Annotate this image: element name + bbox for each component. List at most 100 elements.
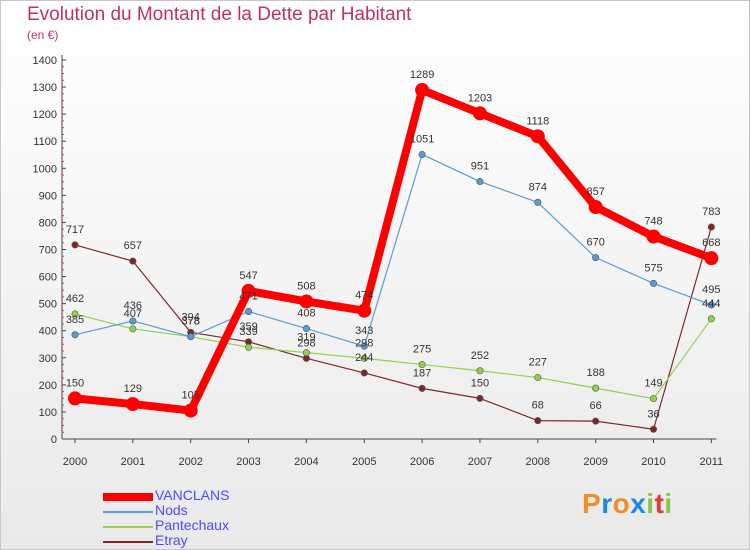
y-tick-label: 100 [39,407,57,419]
data-label: 1203 [468,92,492,104]
data-label: 275 [413,344,431,356]
y-tick-label: 200 [39,380,57,392]
data-point [592,417,600,425]
data-label: 319 [297,332,315,344]
data-point [187,333,195,341]
data-label: 378 [182,316,200,328]
series-line-vanclans [71,86,716,415]
data-label: 244 [355,352,373,364]
series-line-etray [74,226,712,430]
data-point [704,251,719,266]
data-point [418,150,426,158]
x-tick-label: 2011 [700,456,724,468]
data-label: 857 [586,186,604,198]
legend-label: Etray [155,532,188,548]
data-point [707,315,715,323]
data-point [241,283,256,298]
logo-letter: x [630,488,647,519]
x-tick-label: 2001 [121,456,145,468]
data-point [71,310,79,318]
series-line-pantechaux [74,313,712,400]
data-label: 874 [529,181,547,193]
data-point [646,229,661,244]
y-tick-label: 1300 [33,82,57,94]
data-label: 471 [239,290,257,302]
data-point [476,367,484,375]
y-tick-label: 1400 [33,55,57,67]
data-label: 227 [529,357,547,369]
data-label: 339 [239,326,257,338]
data-label: 547 [239,270,257,282]
data-point [302,349,310,357]
data-point [360,342,368,350]
legend-swatch [103,541,153,543]
y-tick-label: 500 [39,299,57,311]
data-point [302,325,310,333]
x-tick-label: 2006 [410,456,434,468]
data-point [71,241,79,249]
data-point [707,223,715,231]
y-tick-label: 600 [39,272,57,284]
data-label: 408 [297,308,315,320]
x-tick-label: 2004 [294,456,318,468]
proxiti-logo: Proxiti [582,488,673,520]
data-point [183,403,198,418]
data-point [129,317,137,325]
x-tick-label: 2000 [63,456,87,468]
data-point [129,257,137,265]
data-point [245,343,253,351]
data-point [129,325,137,333]
data-label: 1118 [526,115,549,127]
legend-swatch [103,493,153,501]
chart-subtitle: (en €) [27,28,59,42]
data-label: 783 [702,206,720,218]
data-point [707,301,715,309]
data-point [588,199,603,214]
x-tick-label: 2009 [583,456,607,468]
data-label: 670 [586,237,604,249]
legend-label: VANCLANS [155,487,230,503]
logo-letter: r [601,488,613,519]
data-label: 657 [124,240,142,252]
legend-swatch [103,511,153,513]
legend-swatch [103,526,153,528]
data-label: 298 [297,337,315,349]
legend-label: Pantechaux [155,517,229,533]
data-point [649,425,657,433]
data-point [71,331,79,339]
y-tick-label: 800 [39,217,57,229]
data-label: 36 [647,408,659,420]
data-label: 298 [355,337,373,349]
data-point [357,303,372,318]
y-tick-label: 1100 [33,136,57,148]
data-point [649,279,657,287]
data-label: 150 [471,377,489,389]
y-tick-label: 0 [51,434,57,446]
data-label: 462 [66,293,84,305]
data-label: 1289 [410,69,434,81]
data-label: 575 [644,262,662,274]
data-point [125,397,140,412]
data-point [360,354,368,362]
series-line-nods [74,153,712,347]
y-tick-label: 400 [39,326,57,338]
data-label: 951 [471,161,489,173]
logo-letter: P [582,488,602,519]
data-label: 436 [124,300,142,312]
logo-letter: i [646,488,655,519]
data-point [415,83,430,98]
data-point [418,384,426,392]
data-point [649,395,657,403]
data-point [476,394,484,402]
data-label: 444 [702,298,720,310]
legend-label: Nods [155,502,188,518]
data-point [476,178,484,186]
y-tick-label: 1000 [33,163,57,175]
data-label: 378 [182,316,200,328]
data-label: 359 [239,321,257,333]
data-label: 68 [532,400,544,412]
data-label: 394 [182,311,200,323]
data-point [245,307,253,315]
data-label: 1051 [410,133,434,145]
